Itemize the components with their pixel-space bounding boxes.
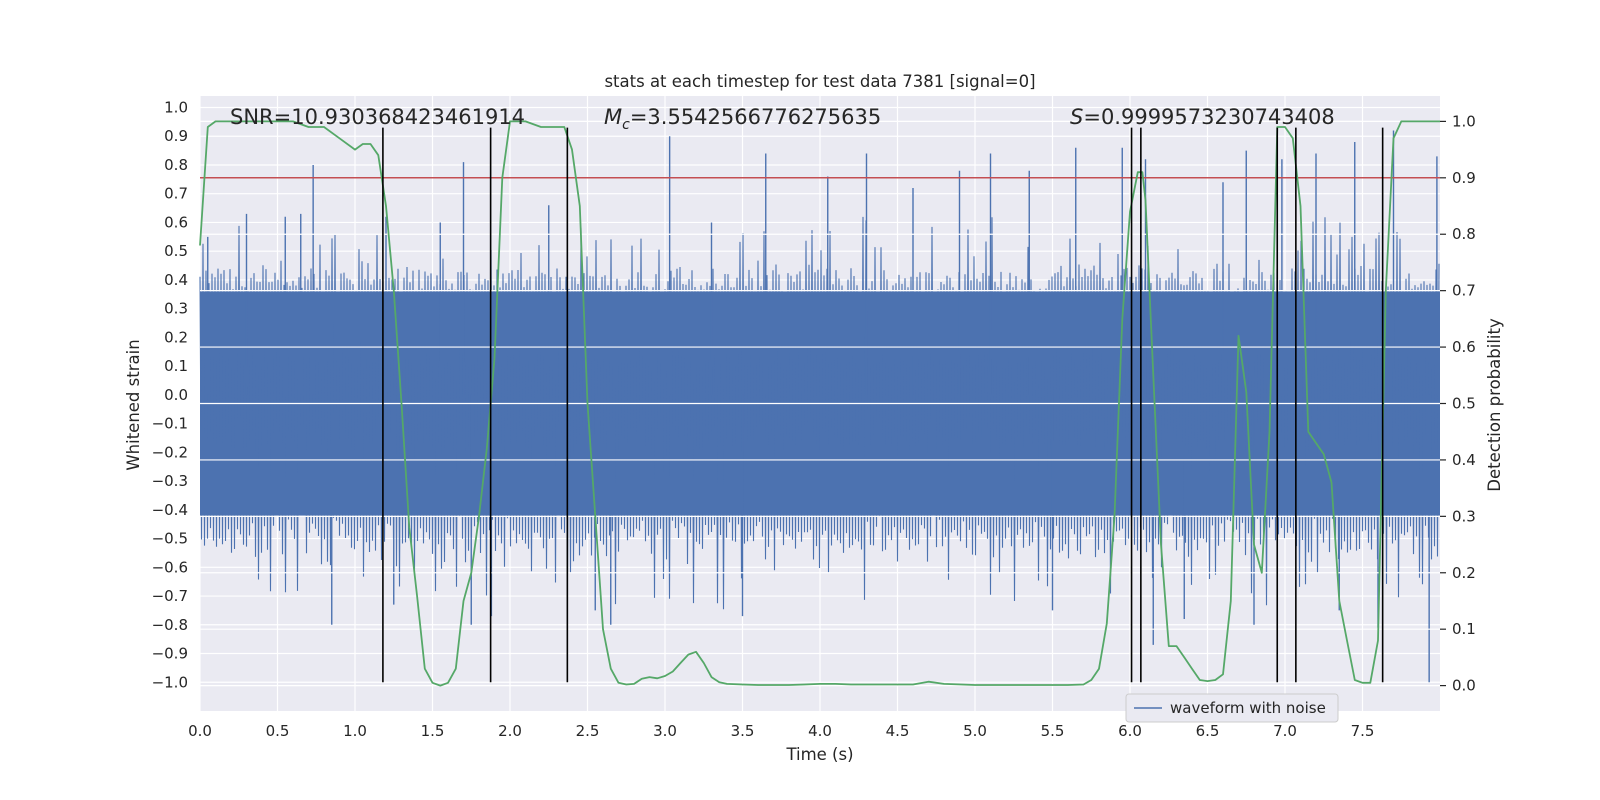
y-tick-label: 0.2 (164, 328, 188, 346)
s-symbol: S (1070, 105, 1083, 129)
y2-tick-label: 0.0 (1452, 677, 1476, 695)
y-tick-label: −0.4 (152, 501, 188, 519)
x-axis-label: Time (s) (785, 745, 853, 764)
y-tick-label: −0.7 (152, 587, 188, 605)
y2-tick-label: 0.5 (1452, 395, 1476, 413)
y2-tick-label: 0.9 (1452, 169, 1476, 187)
x-tick-label: 0.5 (266, 722, 290, 740)
y-tick-label: −1.0 (152, 673, 188, 691)
y-tick-label: 0.0 (164, 386, 188, 404)
y-tick-label: −0.9 (152, 645, 188, 663)
y2-tick-label: 0.2 (1452, 564, 1476, 582)
s-annotation: S=0.9999573230743408 (1070, 105, 1335, 129)
y-tick-label: 0.4 (164, 271, 188, 289)
y2-tick-label: 0.1 (1452, 620, 1476, 638)
x-tick-label: 4.5 (886, 722, 910, 740)
y2-tick-label: 0.4 (1452, 451, 1476, 469)
chirp-mass-symbol: M (604, 105, 622, 129)
x-tick-label: 3.0 (653, 722, 677, 740)
y-tick-label: −0.8 (152, 616, 188, 634)
x-tick-label: 2.0 (498, 722, 522, 740)
y2-tick-label: 0.6 (1452, 338, 1476, 356)
y-tick-label: −0.6 (152, 558, 188, 576)
y2-tick-label: 0.8 (1452, 225, 1476, 243)
y-tick-label: 0.7 (164, 185, 188, 203)
x-tick-label: 1.0 (343, 722, 367, 740)
y-axis-label: Whitened strain (124, 339, 143, 470)
x-tick-label: 1.5 (421, 722, 445, 740)
y2-tick-label: 0.7 (1452, 282, 1476, 300)
waveform-noise-trace (199, 216, 1440, 610)
x-tick-label: 3.5 (731, 722, 755, 740)
chirp-mass-subscript: c (622, 117, 630, 133)
chirp-mass-value: =3.5542566776275635 (630, 105, 881, 129)
y-tick-label: 1.0 (164, 98, 188, 116)
detection-probability-line (199, 120, 1440, 687)
x-tick-label: 6.5 (1196, 722, 1220, 740)
y2-axis-ticks: 0.0 0.1 0.2 0.3 0.4 0.5 0.6 0.7 0.8 0.9 1.0 (1440, 112, 1476, 695)
detection-probability-series (199, 120, 1440, 687)
y-tick-label: 0.6 (164, 213, 188, 231)
x-tick-label: 5.5 (1041, 722, 1065, 740)
x-tick-label: 7.0 (1273, 722, 1297, 740)
chirp-mass-annotation: Mc=3.5542566776275635 (604, 105, 881, 133)
x-tick-label: 4.0 (808, 722, 832, 740)
y-tick-label: 0.9 (164, 127, 188, 145)
y-tick-label: −0.1 (152, 415, 188, 433)
trigger-vlines (382, 127, 1384, 683)
snr-annotation: SNR=10.930368423461914 (230, 105, 525, 129)
x-tick-label: 7.5 (1351, 722, 1375, 740)
y-axis-ticks: −1.0 −0.9 −0.8 −0.7 −0.6 −0.5 −0.4 −0.3 −0.2 −0.1… (152, 98, 188, 691)
legend: waveform with noise (1125, 693, 1339, 723)
y-tick-label: −0.5 (152, 530, 188, 548)
y2-axis-label: Detection probability (1485, 318, 1504, 492)
y-tick-label: −0.3 (152, 472, 188, 490)
y2-tick-label: 0.3 (1452, 507, 1476, 525)
y-tick-label: 0.3 (164, 300, 188, 318)
y-tick-label: 0.1 (164, 357, 188, 375)
s-value: =0.9999573230743408 (1083, 105, 1334, 129)
x-tick-label: 0.0 (188, 722, 212, 740)
y2-tick-label: 1.0 (1452, 112, 1476, 130)
y-tick-label: 0.8 (164, 156, 188, 174)
y-tick-label: 0.5 (164, 242, 188, 260)
legend-frame (1125, 693, 1339, 723)
x-tick-label: 2.5 (576, 722, 600, 740)
legend-label: waveform with noise (1170, 699, 1326, 717)
x-tick-label: 6.0 (1118, 722, 1142, 740)
chart-title: stats at each timestep for test data 738… (604, 72, 1035, 91)
y-tick-label: −0.2 (152, 443, 188, 461)
x-axis-ticks: 0.0 0.5 1.0 1.5 2.0 2.5 3.0 3.5 4.0 4.5 5.0 5.5 6.0 6… (188, 722, 1374, 740)
x-tick-label: 5.0 (963, 722, 987, 740)
